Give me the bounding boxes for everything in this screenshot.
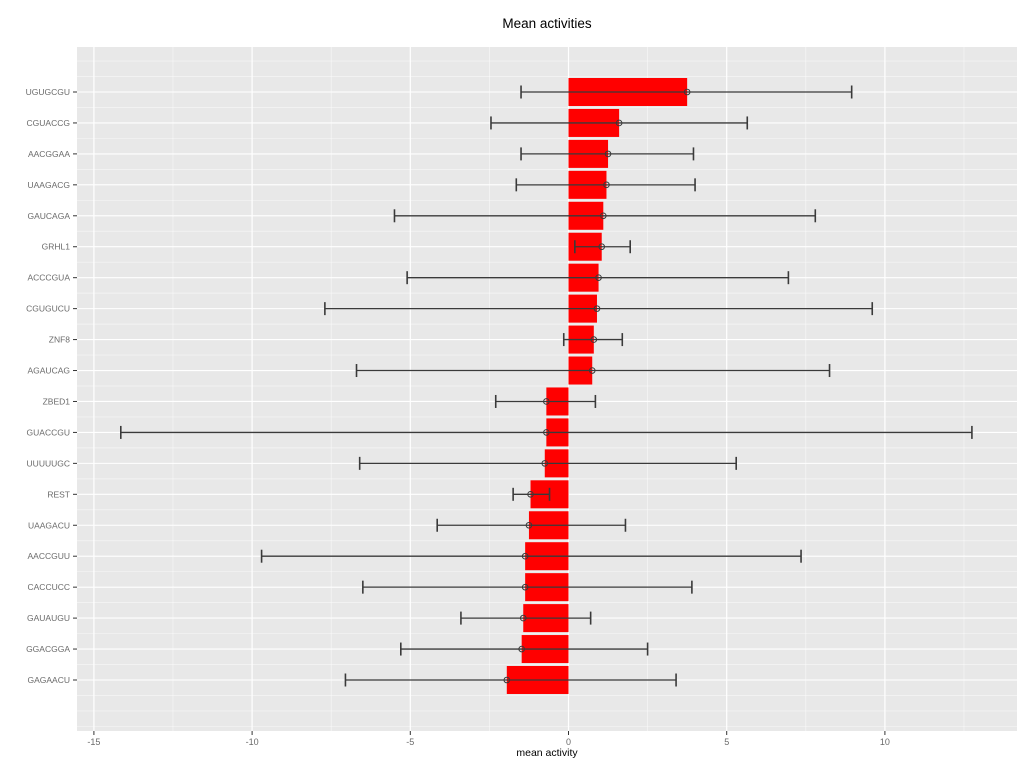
y-tick-label: ZBED1 [43, 396, 71, 406]
mean-point [604, 150, 612, 158]
y-tick-label: GRHL1 [42, 242, 71, 252]
y-tick-label: UAAGACG [27, 180, 70, 190]
mean-point [503, 676, 511, 684]
mean-point [521, 583, 529, 591]
x-tick-label: -15 [87, 737, 100, 747]
y-tick-label: AGAUCAG [27, 366, 70, 376]
y-tick-label: GGACGGA [26, 644, 70, 654]
y-tick-label: GAGAACU [27, 675, 70, 685]
x-tick-label: 0 [566, 737, 571, 747]
y-tick-label: UGUGCGU [26, 87, 70, 97]
y-tick-label: AACGGAA [28, 149, 70, 159]
mean-point [598, 243, 606, 251]
mean-point [595, 274, 602, 281]
y-tick-label: ACCCGUA [27, 273, 70, 283]
mean-point [593, 305, 601, 312]
y-tick-label: GUACCGU [27, 427, 70, 437]
y-tick-label: CGUACCG [27, 118, 70, 128]
mean-point [543, 429, 550, 436]
y-tick-label: ZNF8 [49, 335, 71, 345]
mean-point [603, 181, 610, 189]
grid-minor-lines [77, 47, 1017, 731]
x-tick-label: 10 [880, 737, 890, 747]
mean-point [615, 119, 623, 127]
x-tick-label: -10 [246, 737, 259, 747]
x-axis-title: mean activity [516, 747, 578, 759]
chart-title: Mean activities [502, 16, 592, 31]
mean-point [525, 521, 533, 529]
mean-points-layer [503, 88, 691, 684]
y-tick-label: GAUCAGA [27, 211, 70, 221]
mean-point [588, 367, 596, 374]
mean-point [527, 491, 534, 498]
mean-point [519, 614, 527, 622]
y-tick-label: CGUGUCU [26, 304, 70, 314]
mean-point [518, 645, 525, 653]
y-tick-label: GAUAUGU [27, 613, 70, 623]
mean-point [541, 460, 549, 467]
y-tick-label: REST [47, 489, 70, 499]
mean-point [600, 212, 607, 220]
y-tick-label: CACCUCC [28, 582, 71, 592]
mean-point [590, 336, 598, 343]
x-tick-label: -5 [406, 737, 414, 747]
errorbars-layer [119, 85, 973, 687]
mean-point [683, 88, 691, 96]
x-tick-label: 5 [724, 737, 729, 747]
axis-tick-labels: UGUGCGU CGUACCG AACGGAA UAAGACG GAUCAGA GRHL1… [26, 87, 890, 747]
mean-point [521, 552, 529, 560]
y-tick-label: UUUUUGC [27, 458, 70, 468]
y-tick-label: AACCGUU [27, 551, 70, 561]
y-tick-label: UAAGACU [28, 520, 70, 530]
axis-tick-marks [73, 91, 886, 735]
mean-point [543, 398, 550, 405]
